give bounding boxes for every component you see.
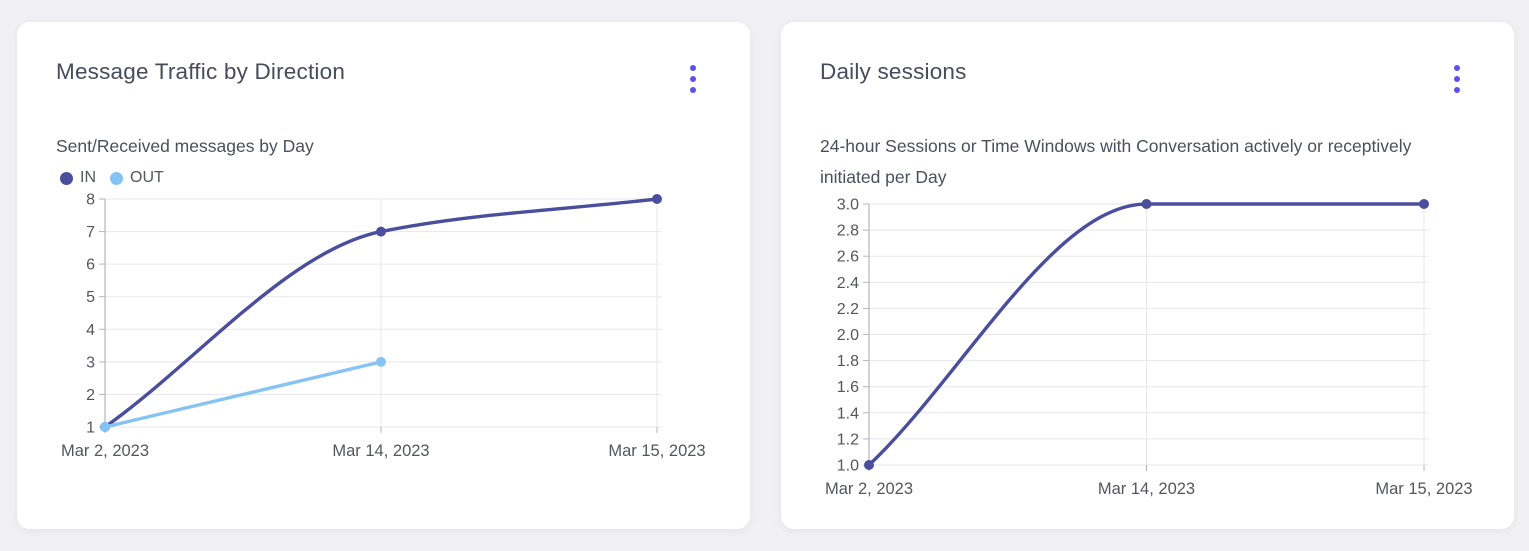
card-header: Daily sessions — [820, 58, 1474, 97]
svg-text:3: 3 — [86, 355, 95, 372]
svg-text:1.6: 1.6 — [837, 379, 859, 396]
svg-text:1.4: 1.4 — [837, 406, 859, 423]
card-header: Message Traffic by Direction — [56, 58, 710, 97]
card-title-daily-sessions: Daily sessions — [820, 59, 967, 84]
svg-text:7: 7 — [86, 224, 95, 241]
legend-label-out: OUT — [130, 169, 164, 187]
svg-text:Mar 2, 2023: Mar 2, 2023 — [61, 442, 149, 460]
svg-text:2.2: 2.2 — [837, 301, 859, 318]
line-chart-message-traffic: 1 2 3 4 5 6 7 8 Mar 2, 2023 Mar 14, 2023 Mar 15, 2… — [56, 190, 710, 462]
legend-dot-in-icon — [60, 171, 73, 185]
svg-text:2.6: 2.6 — [837, 249, 859, 266]
svg-text:6: 6 — [86, 257, 95, 274]
svg-text:3.0: 3.0 — [837, 197, 859, 214]
line-chart-daily-sessions: 1.0 1.2 1.4 1.6 1.8 2.0 2.2 2.4 2.6 2.8 3.0 Mar 2, … — [820, 195, 1474, 500]
card-daily-sessions: Daily sessions 24-hour Sessions or Time … — [781, 22, 1514, 529]
svg-text:Mar 14, 2023: Mar 14, 2023 — [1098, 480, 1195, 498]
svg-text:4: 4 — [86, 322, 95, 339]
legend-label-in: IN — [80, 169, 96, 187]
svg-text:1.8: 1.8 — [837, 353, 859, 370]
svg-text:2.0: 2.0 — [837, 327, 859, 344]
kebab-dot — [690, 65, 696, 71]
svg-text:1.0: 1.0 — [837, 458, 859, 475]
svg-text:2: 2 — [86, 387, 95, 404]
legend-dot-out-icon — [110, 171, 123, 185]
kebab-menu-icon[interactable] — [686, 61, 700, 97]
kebab-dot — [690, 76, 696, 82]
svg-text:Mar 15, 2023: Mar 15, 2023 — [1375, 480, 1472, 498]
kebab-dot — [1454, 87, 1460, 93]
legend-item-in[interactable]: IN — [60, 169, 96, 187]
kebab-dot — [1454, 65, 1460, 71]
kebab-dot — [690, 87, 696, 93]
card-title-message-traffic: Message Traffic by Direction — [56, 59, 346, 84]
legend-item-out[interactable]: OUT — [110, 169, 164, 187]
svg-text:2.4: 2.4 — [837, 275, 859, 292]
svg-text:Mar 14, 2023: Mar 14, 2023 — [332, 442, 429, 460]
card-subtitle: Sent/Received messages by Day — [56, 136, 314, 156]
svg-text:Mar 15, 2023: Mar 15, 2023 — [608, 442, 705, 460]
chart-legend: IN OUT — [56, 169, 710, 187]
svg-text:1.2: 1.2 — [837, 432, 859, 449]
card-subtitle: 24-hour Sessions or Time Windows with Co… — [820, 136, 1412, 188]
kebab-dot — [1454, 76, 1460, 82]
card-message-traffic: Message Traffic by Direction Sent/Receiv… — [17, 22, 750, 529]
svg-text:2.8: 2.8 — [837, 223, 859, 240]
svg-text:8: 8 — [86, 192, 95, 209]
svg-text:5: 5 — [86, 289, 95, 306]
kebab-menu-icon[interactable] — [1450, 61, 1464, 97]
svg-text:1: 1 — [86, 420, 95, 437]
svg-text:Mar 2, 2023: Mar 2, 2023 — [825, 480, 913, 498]
